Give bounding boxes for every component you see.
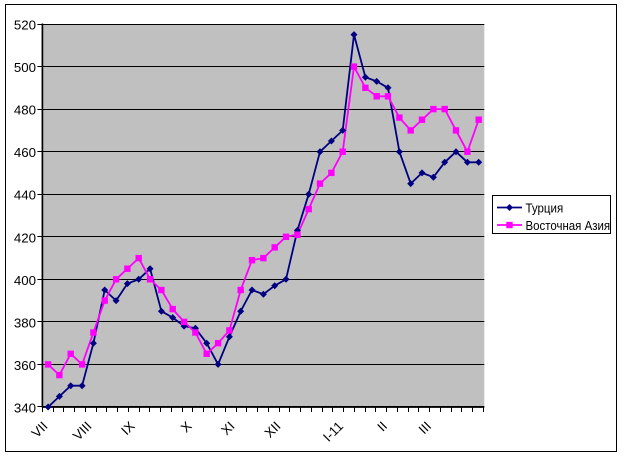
svg-text:500: 500 — [14, 60, 36, 75]
svg-text:440: 440 — [14, 188, 36, 203]
svg-text:520: 520 — [14, 18, 36, 33]
svg-text:480: 480 — [14, 103, 36, 118]
svg-text:460: 460 — [14, 145, 36, 160]
svg-text:Восточная Азия: Восточная Азия — [526, 218, 611, 233]
svg-text:Турция: Турция — [526, 201, 564, 216]
svg-text:340: 340 — [14, 401, 36, 416]
svg-text:360: 360 — [14, 358, 36, 373]
svg-text:400: 400 — [14, 273, 36, 288]
svg-text:380: 380 — [14, 315, 36, 330]
svg-text:420: 420 — [14, 230, 36, 245]
